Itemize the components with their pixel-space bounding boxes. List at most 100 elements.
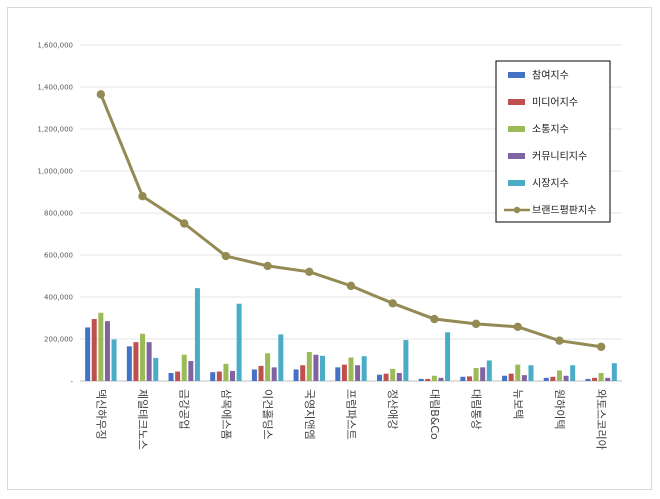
- line-point-정산애강: [388, 299, 397, 308]
- x-category-label: 와토스코리아: [595, 389, 608, 450]
- x-category-label: 뉴보텍: [511, 389, 524, 419]
- bar-미디어지수-와토스코리아: [592, 377, 598, 381]
- legend-label: 소통지수: [532, 124, 569, 136]
- legend-label: 브랜드평판지수: [532, 205, 596, 217]
- bar-시장지수-정산애강: [403, 340, 409, 381]
- x-category-label: 국영지앤엠: [303, 389, 316, 440]
- y-axis-ticks: - 200,000 400,000 600,000 800,000 1,000,000 1,…: [37, 42, 73, 386]
- legend-swatch: [508, 99, 525, 105]
- bar-참여지수-뉴보텍: [502, 375, 508, 381]
- bar-미디어지수-정산애강: [383, 373, 389, 381]
- bar-참여지수-프럼파스트: [335, 367, 341, 381]
- x-axis-categories: 덱신하우징 제일테크노스 금강공업 삼목에스폼 이건홀딩스 국영지앤엠 프럼파스트 정산애강 대…: [94, 389, 607, 450]
- bar-소통지수-뉴보텍: [515, 364, 521, 381]
- bar-참여지수-제일테크노스: [126, 346, 132, 381]
- bar-시장지수-대림B&Co: [445, 332, 451, 381]
- y-tick-label: 600,000: [44, 252, 73, 260]
- y-tick-label: -: [70, 378, 73, 386]
- bar-참여지수-원하이텍: [543, 377, 549, 381]
- legend-label: 커뮤니티지수: [532, 151, 587, 163]
- bar-소통지수-프럼파스트: [348, 357, 354, 381]
- bar-커뮤니티지수-대림통상: [480, 367, 486, 381]
- y-tick-label: 1,000,000: [37, 168, 73, 176]
- y-tick-label: 200,000: [44, 336, 73, 344]
- x-category-label: 덱신하우징: [94, 389, 108, 440]
- bar-참여지수-정산애강: [376, 374, 382, 381]
- bar-미디어지수-대림B&Co: [425, 378, 431, 381]
- line-point-삼목에스폼: [221, 251, 231, 261]
- line-point-이건홀딩스: [263, 261, 272, 271]
- bar-참여지수-금강공업: [168, 373, 174, 381]
- bar-커뮤니티지수-대림B&Co: [438, 377, 444, 381]
- bar-소통지수-삼목에스폼: [223, 363, 229, 381]
- bars: [85, 288, 617, 381]
- bar-시장지수-이건홀딩스: [278, 334, 284, 381]
- line-point-프럼파스트: [346, 281, 356, 291]
- bar-참여지수-대림통상: [460, 376, 466, 381]
- brand-index-line: [96, 90, 606, 351]
- bar-시장지수-와토스코리아: [611, 363, 617, 381]
- legend-label: 참여지수: [532, 70, 569, 82]
- x-category-label: 제일테크노스: [136, 389, 150, 450]
- y-tick-label: 1,200,000: [37, 126, 73, 134]
- bar-참여지수-와토스코리아: [585, 378, 591, 381]
- bar-소통지수-대림B&Co: [431, 375, 437, 381]
- bar-시장지수-덱신하우징: [111, 339, 117, 381]
- bar-소통지수-와토스코리아: [598, 373, 604, 381]
- bar-시장지수-제일테크노스: [153, 357, 159, 381]
- legend-swatch: [508, 153, 525, 159]
- bar-소통지수-이건홀딩스: [265, 353, 271, 381]
- legend-swatch: [508, 72, 525, 78]
- line-point-국영지앤엠: [305, 267, 314, 276]
- x-category-label: 정산애강: [386, 389, 399, 429]
- x-category-label: 이건홀딩스: [261, 389, 274, 440]
- bar-미디어지수-원하이텍: [550, 376, 556, 381]
- bar-미디어지수-국영지앤엠: [300, 365, 306, 381]
- line-point-원하이텍: [555, 336, 564, 345]
- bar-미디어지수-제일테크노스: [133, 342, 139, 381]
- bar-참여지수-이건홀딩스: [251, 369, 257, 381]
- x-category-label: 대림통상: [470, 389, 483, 429]
- legend-swatch: [508, 126, 525, 132]
- legend-label: 시장지수: [532, 178, 569, 190]
- line-point-덱신하우징: [96, 90, 106, 99]
- bar-시장지수-국영지앤엠: [320, 355, 326, 381]
- bar-커뮤니티지수-덱신하우징: [104, 321, 110, 381]
- bar-참여지수-덱신하우징: [85, 327, 91, 381]
- bar-커뮤니티지수-원하이텍: [563, 375, 569, 381]
- y-tick-label: 800,000: [44, 210, 73, 218]
- bar-커뮤니티지수-뉴보텍: [521, 375, 527, 381]
- bar-미디어지수-프럼파스트: [341, 364, 347, 381]
- bar-시장지수-뉴보텍: [528, 365, 534, 381]
- bar-소통지수-원하이텍: [556, 370, 562, 381]
- bar-커뮤니티지수-이건홀딩스: [271, 367, 277, 381]
- x-category-label: 금강공업: [178, 389, 191, 429]
- bar-미디어지수-삼목에스폼: [216, 371, 222, 381]
- bar-소통지수-덱신하우징: [98, 312, 104, 381]
- line-point-제일테크노스: [138, 192, 147, 201]
- bar-소통지수-국영지앤엠: [306, 352, 312, 381]
- legend-marker: [513, 206, 521, 214]
- bar-커뮤니티지수-삼목에스폼: [230, 370, 236, 381]
- bar-커뮤니티지수-제일테크노스: [146, 342, 152, 381]
- bar-참여지수-국영지앤엠: [293, 369, 299, 381]
- bar-소통지수-정산애강: [390, 368, 396, 381]
- bar-커뮤니티지수-정산애강: [396, 373, 402, 381]
- line-point-대림통상: [471, 319, 481, 329]
- legend-box: [495, 60, 611, 223]
- bar-시장지수-금강공업: [194, 288, 200, 381]
- line-point-대림B&Co: [430, 314, 439, 324]
- line-point-와토스코리아: [596, 342, 606, 351]
- x-category-label: 대림B&Co: [428, 389, 441, 440]
- x-category-label: 삼목에스폼: [219, 389, 232, 440]
- legend-label: 미디어지수: [532, 97, 578, 109]
- bar-참여지수-대림B&Co: [418, 378, 424, 381]
- bar-미디어지수-뉴보텍: [508, 373, 514, 381]
- bar-소통지수-대림통상: [473, 367, 479, 381]
- bar-커뮤니티지수-와토스코리아: [605, 377, 611, 381]
- line-point-뉴보텍: [513, 322, 522, 332]
- y-tick-label: 1,400,000: [37, 84, 73, 92]
- bar-커뮤니티지수-금강공업: [188, 361, 194, 381]
